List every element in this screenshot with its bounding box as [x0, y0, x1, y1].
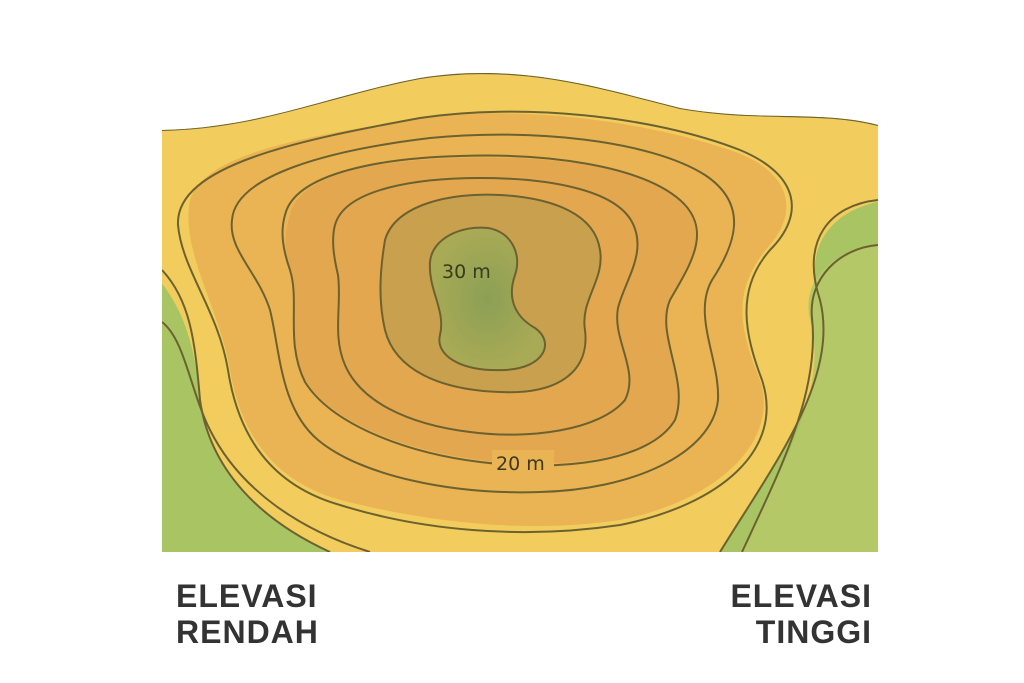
contour-line: [281, 154, 698, 467]
outer-label-bg: [492, 450, 554, 476]
contour-line: [428, 226, 546, 372]
peak-area: [429, 227, 545, 371]
terrain: 20 m 30 m: [162, 73, 878, 553]
legend-high-elevation: ELEVASI TINGGI: [730, 578, 872, 650]
contour-line: [176, 110, 793, 534]
legend-high-line2: TINGGI: [755, 614, 872, 650]
contour-line: [162, 321, 371, 553]
contour-line: [379, 193, 602, 394]
legend-low-line1: ELEVASI: [176, 578, 318, 614]
legend-low-line2: RENDAH: [176, 614, 319, 650]
legend-high-line1: ELEVASI: [730, 578, 872, 614]
contour-line: [719, 199, 878, 553]
legend-low-elevation: ELEVASI RENDAH: [176, 578, 319, 650]
contour-label-30m: 30 m: [442, 261, 491, 283]
contour-label-20m: 20 m: [496, 453, 545, 475]
contour-line: [230, 133, 735, 494]
right-green-area: [740, 245, 878, 552]
contour-line: [332, 176, 639, 436]
contour-line: [741, 244, 878, 553]
